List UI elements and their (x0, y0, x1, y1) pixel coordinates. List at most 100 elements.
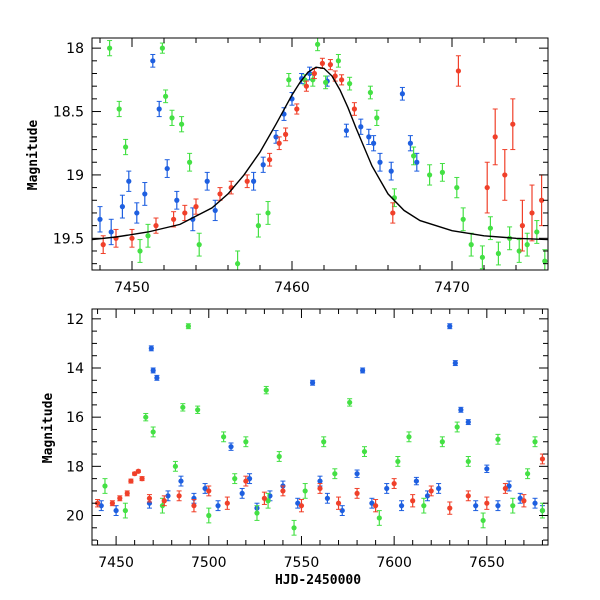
data-point-red-24 (428, 488, 434, 494)
data-point-red-4 (128, 478, 134, 484)
data-point-blue-24 (371, 140, 377, 146)
data-point-blue-26 (398, 503, 405, 509)
data-point-red-11 (276, 140, 282, 146)
top-panel-zoom: 7450 7460 7470 18 18.5 19 19.5 Magnitude (26, 37, 549, 296)
data-point-green-20 (332, 471, 338, 477)
data-point-blue-4 (134, 210, 140, 216)
data-point-green-24 (411, 153, 417, 159)
data-point-green-8 (179, 121, 185, 127)
data-point-red-7 (139, 476, 145, 482)
data-point-blue-37 (506, 483, 512, 489)
data-point-red-20 (351, 106, 357, 112)
y-tick-label-2: 19 (66, 168, 84, 184)
top-panel-marks (92, 38, 548, 270)
model-curve (92, 66, 548, 241)
data-point-blue-25 (377, 159, 383, 165)
data-point-green-1 (122, 507, 128, 514)
data-point-red-12 (206, 488, 212, 494)
data-point-red-26 (465, 493, 471, 499)
data-point-green-35 (524, 242, 530, 248)
data-point-blue-0 (97, 216, 103, 222)
data-point-red-15 (311, 70, 317, 77)
data-point-blue-29 (414, 159, 420, 165)
data-point-red-27 (519, 223, 526, 229)
data-point-blue-33 (465, 419, 471, 425)
data-point-green-18 (323, 79, 329, 85)
data-point-blue-3 (126, 178, 132, 184)
data-point-red-11 (191, 503, 197, 509)
data-point-green-26 (421, 503, 427, 509)
data-point-red-2 (129, 235, 135, 241)
data-point-green-15 (265, 498, 271, 504)
data-point-red-6 (135, 468, 141, 474)
data-point-blue-8 (164, 165, 170, 172)
data-point-green-27 (439, 439, 445, 445)
data-point-blue-9 (174, 197, 180, 203)
data-point-green-35 (539, 507, 546, 514)
data-point-red-21 (373, 503, 379, 509)
x-tick-label-1: 7500 (191, 555, 227, 571)
y-tick-label-3: 19.5 (53, 231, 84, 247)
data-point-green-22 (374, 115, 380, 121)
x-tick-label-4: 7650 (469, 555, 505, 571)
data-point-green-5 (159, 45, 165, 51)
data-point-blue-9 (202, 485, 208, 492)
data-point-green-11 (232, 476, 238, 482)
data-point-red-21 (390, 210, 396, 216)
data-point-green-24 (395, 458, 401, 465)
data-point-blue-23 (366, 134, 372, 140)
data-point-green-8 (195, 407, 201, 413)
data-point-blue-13 (251, 178, 257, 184)
bottom-xlabel: HJD-2450000 (275, 573, 361, 588)
data-point-blue-5 (142, 191, 148, 197)
data-point-blue-35 (484, 466, 490, 472)
data-point-red-9 (244, 178, 250, 184)
data-point-green-28 (460, 216, 466, 222)
data-point-green-32 (495, 250, 501, 257)
data-point-red-25 (502, 172, 508, 178)
data-point-green-3 (150, 429, 156, 435)
data-point-green-1 (116, 106, 122, 112)
bottom-ylabel: Magnitude (41, 393, 56, 464)
data-point-blue-36 (495, 503, 501, 509)
data-point-red-29 (539, 197, 545, 203)
data-point-blue-26 (388, 168, 394, 174)
data-point-green-9 (187, 159, 193, 165)
data-point-blue-24 (369, 500, 375, 506)
data-point-blue-1 (113, 507, 119, 514)
data-point-green-20 (347, 81, 353, 87)
data-point-red-19 (339, 77, 345, 83)
data-point-blue-12 (239, 490, 245, 496)
data-point-blue-7 (178, 478, 184, 484)
data-point-green-33 (525, 471, 531, 477)
data-point-green-18 (302, 488, 308, 494)
data-point-red-26 (510, 121, 516, 127)
data-point-green-28 (454, 424, 460, 430)
data-point-green-14 (263, 387, 269, 393)
data-point-red-13 (294, 106, 300, 112)
data-point-green-17 (315, 41, 321, 47)
data-point-green-27 (454, 184, 460, 191)
data-point-blue-5 (154, 375, 160, 381)
data-point-red-15 (261, 495, 267, 501)
data-point-green-34 (516, 248, 522, 254)
data-point-blue-18 (309, 380, 316, 386)
data-point-red-23 (484, 184, 490, 191)
data-point-blue-25 (384, 485, 390, 492)
bottom-panel-marks (94, 323, 546, 536)
data-point-blue-11 (228, 444, 234, 450)
data-point-red-10 (176, 493, 182, 499)
x-tick-label-2: 7550 (284, 555, 320, 571)
data-point-green-30 (480, 517, 486, 524)
data-point-green-21 (367, 89, 373, 96)
data-point-red-6 (193, 204, 199, 210)
data-point-blue-34 (473, 503, 479, 509)
data-point-red-8 (146, 495, 153, 501)
data-point-red-27 (484, 500, 490, 506)
data-point-green-3 (137, 248, 143, 254)
data-point-blue-38 (517, 495, 523, 501)
data-point-blue-32 (458, 407, 464, 413)
data-point-red-10 (267, 157, 273, 163)
data-point-red-0 (100, 242, 106, 248)
